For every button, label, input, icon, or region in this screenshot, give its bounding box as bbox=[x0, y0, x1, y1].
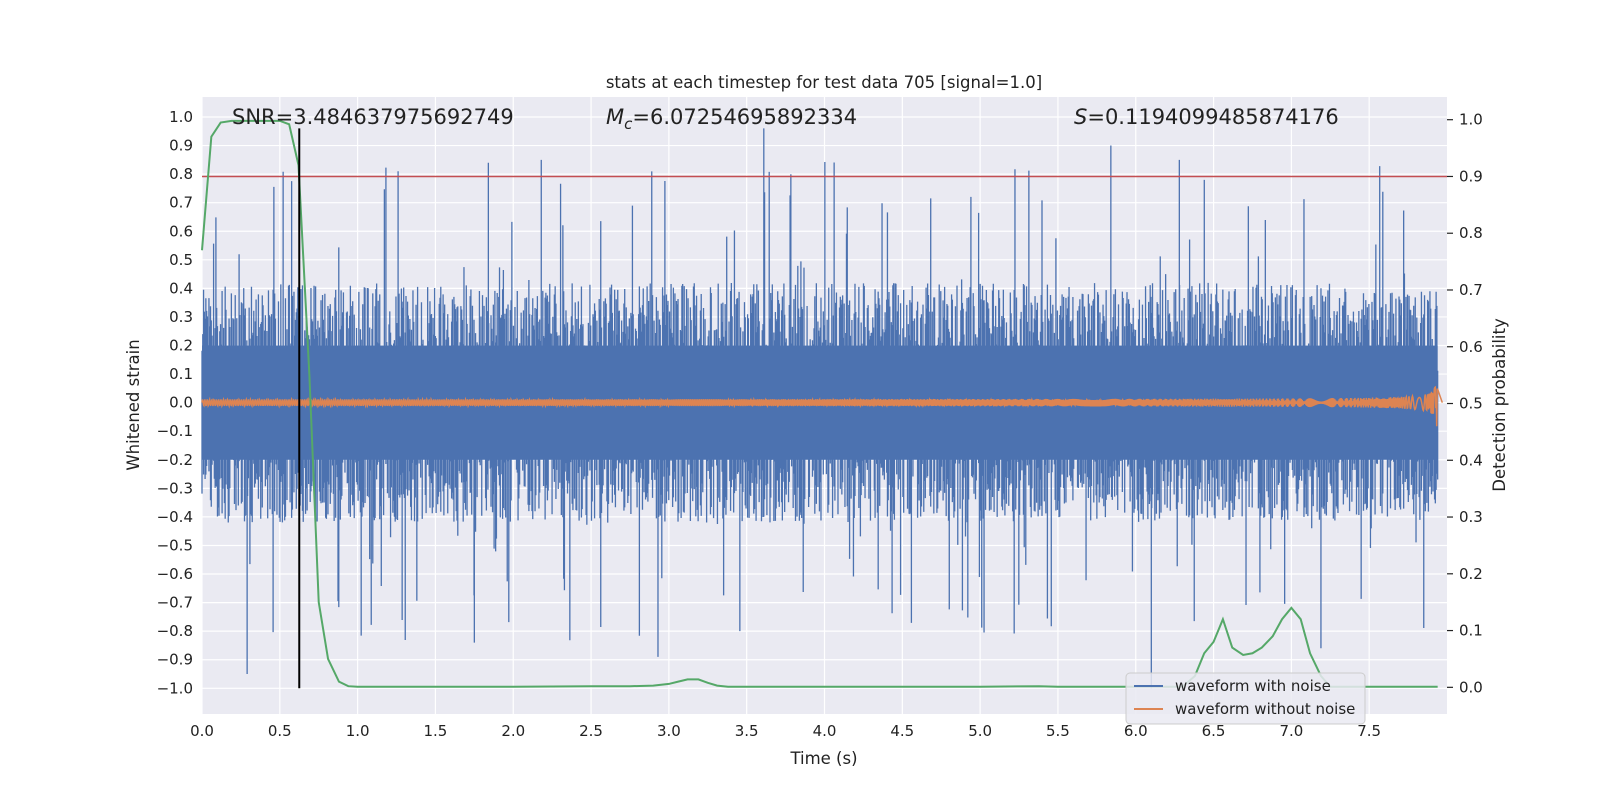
legend: waveform with noise waveform without noi… bbox=[1125, 672, 1366, 725]
x-tick-label: 6.0 bbox=[1124, 722, 1148, 740]
chirp-mass-subscript: c bbox=[624, 115, 633, 133]
y2-tick-label: 0.1 bbox=[1459, 622, 1483, 640]
series-detection-probability bbox=[201, 119, 1438, 688]
y-tick-label: 1.0 bbox=[169, 108, 193, 126]
y-tick-label: −0.4 bbox=[157, 508, 193, 526]
x-tick-label: 2.5 bbox=[579, 722, 603, 740]
x-tick-label: 4.0 bbox=[813, 722, 837, 740]
waveform-without-noise-line bbox=[201, 385, 1444, 427]
y-tick-label: −0.1 bbox=[157, 422, 193, 440]
y-tick-label: −0.9 bbox=[157, 651, 193, 669]
chirp-mass-value: =6.07254695892334 bbox=[632, 105, 857, 129]
x-tick-label: 1.5 bbox=[424, 722, 448, 740]
chirp-mass-annotation: Mc=6.07254695892334 bbox=[606, 105, 857, 133]
x-tick-label: 0.0 bbox=[190, 722, 214, 740]
y2-tick-label: 0.0 bbox=[1459, 678, 1483, 696]
y2-tick-label: 0.6 bbox=[1459, 338, 1483, 356]
y-tick-label: 0.1 bbox=[169, 365, 193, 383]
y-tick-label: 0.3 bbox=[169, 308, 193, 326]
s-statistic-symbol: S bbox=[1074, 105, 1087, 129]
legend-label-waveform-with-noise: waveform with noise bbox=[1175, 677, 1331, 695]
y-tick-label: 0.8 bbox=[169, 165, 193, 183]
x-tick-label: 0.5 bbox=[268, 722, 292, 740]
x-tick-label: 3.0 bbox=[657, 722, 681, 740]
x-tick-label: 7.5 bbox=[1357, 722, 1381, 740]
y-tick-label: −1.0 bbox=[157, 679, 193, 697]
s-statistic-annotation: S=0.1194099485874176 bbox=[1074, 105, 1339, 129]
y2-tick-label: 0.8 bbox=[1459, 224, 1483, 242]
x-tick-label: 2.0 bbox=[501, 722, 525, 740]
s-statistic-value: =0.1194099485874176 bbox=[1087, 105, 1338, 129]
y-tick-label: −0.6 bbox=[157, 565, 193, 583]
y2-axis-label: Detection probability bbox=[1490, 318, 1509, 492]
x-tick-label: 1.0 bbox=[346, 722, 370, 740]
y-tick-label: −0.7 bbox=[157, 594, 193, 612]
chirp-mass-symbol: M bbox=[606, 105, 624, 129]
y2-tick-label: 1.0 bbox=[1459, 111, 1483, 129]
y2-tick-label: 0.7 bbox=[1459, 281, 1483, 299]
y-tick-label: 0.0 bbox=[169, 394, 193, 412]
y-tick-label: −0.8 bbox=[157, 622, 193, 640]
x-tick-label: 3.5 bbox=[735, 722, 759, 740]
y-tick-label: −0.2 bbox=[157, 451, 193, 469]
y2-tick-label: 0.5 bbox=[1459, 395, 1483, 413]
x-tick-label: 5.0 bbox=[968, 722, 992, 740]
y-tick-label: 0.2 bbox=[169, 337, 193, 355]
y-tick-label: 0.9 bbox=[169, 137, 193, 155]
y-tick-label: 0.7 bbox=[169, 194, 193, 212]
y2-tick-label: 0.3 bbox=[1459, 508, 1483, 526]
x-tick-label: 7.0 bbox=[1279, 722, 1303, 740]
y-tick-label: −0.3 bbox=[157, 479, 193, 497]
detection-probability-line bbox=[201, 119, 1438, 688]
legend-box bbox=[1125, 672, 1366, 725]
y2-tick-label: 0.9 bbox=[1459, 167, 1483, 185]
series-waveform-without-noise bbox=[201, 385, 1444, 427]
x-axis-label: Time (s) bbox=[789, 749, 857, 768]
axis-ticks: 0.0 0.5 1.0 1.5 2.0 2.5 3.0 3.5 4.0 4.5 5.0 5.5 6.0 6… bbox=[157, 108, 1483, 740]
chart-title: stats at each timestep for test data 705… bbox=[606, 73, 1042, 92]
y2-tick-label: 0.4 bbox=[1459, 451, 1483, 469]
y-tick-label: 0.5 bbox=[169, 251, 193, 269]
x-tick-label: 5.5 bbox=[1046, 722, 1070, 740]
y-tick-label: 0.4 bbox=[169, 279, 193, 297]
y2-tick-label: 0.2 bbox=[1459, 565, 1483, 583]
y-tick-label: −0.5 bbox=[157, 536, 193, 554]
x-tick-label: 6.5 bbox=[1202, 722, 1226, 740]
x-tick-label: 4.5 bbox=[890, 722, 914, 740]
y-tick-label: 0.6 bbox=[169, 222, 193, 240]
y-axis-label: Whitened strain bbox=[124, 339, 143, 470]
snr-annotation: SNR=3.484637975692749 bbox=[232, 105, 514, 129]
legend-label-waveform-without-noise: waveform without noise bbox=[1175, 700, 1355, 718]
